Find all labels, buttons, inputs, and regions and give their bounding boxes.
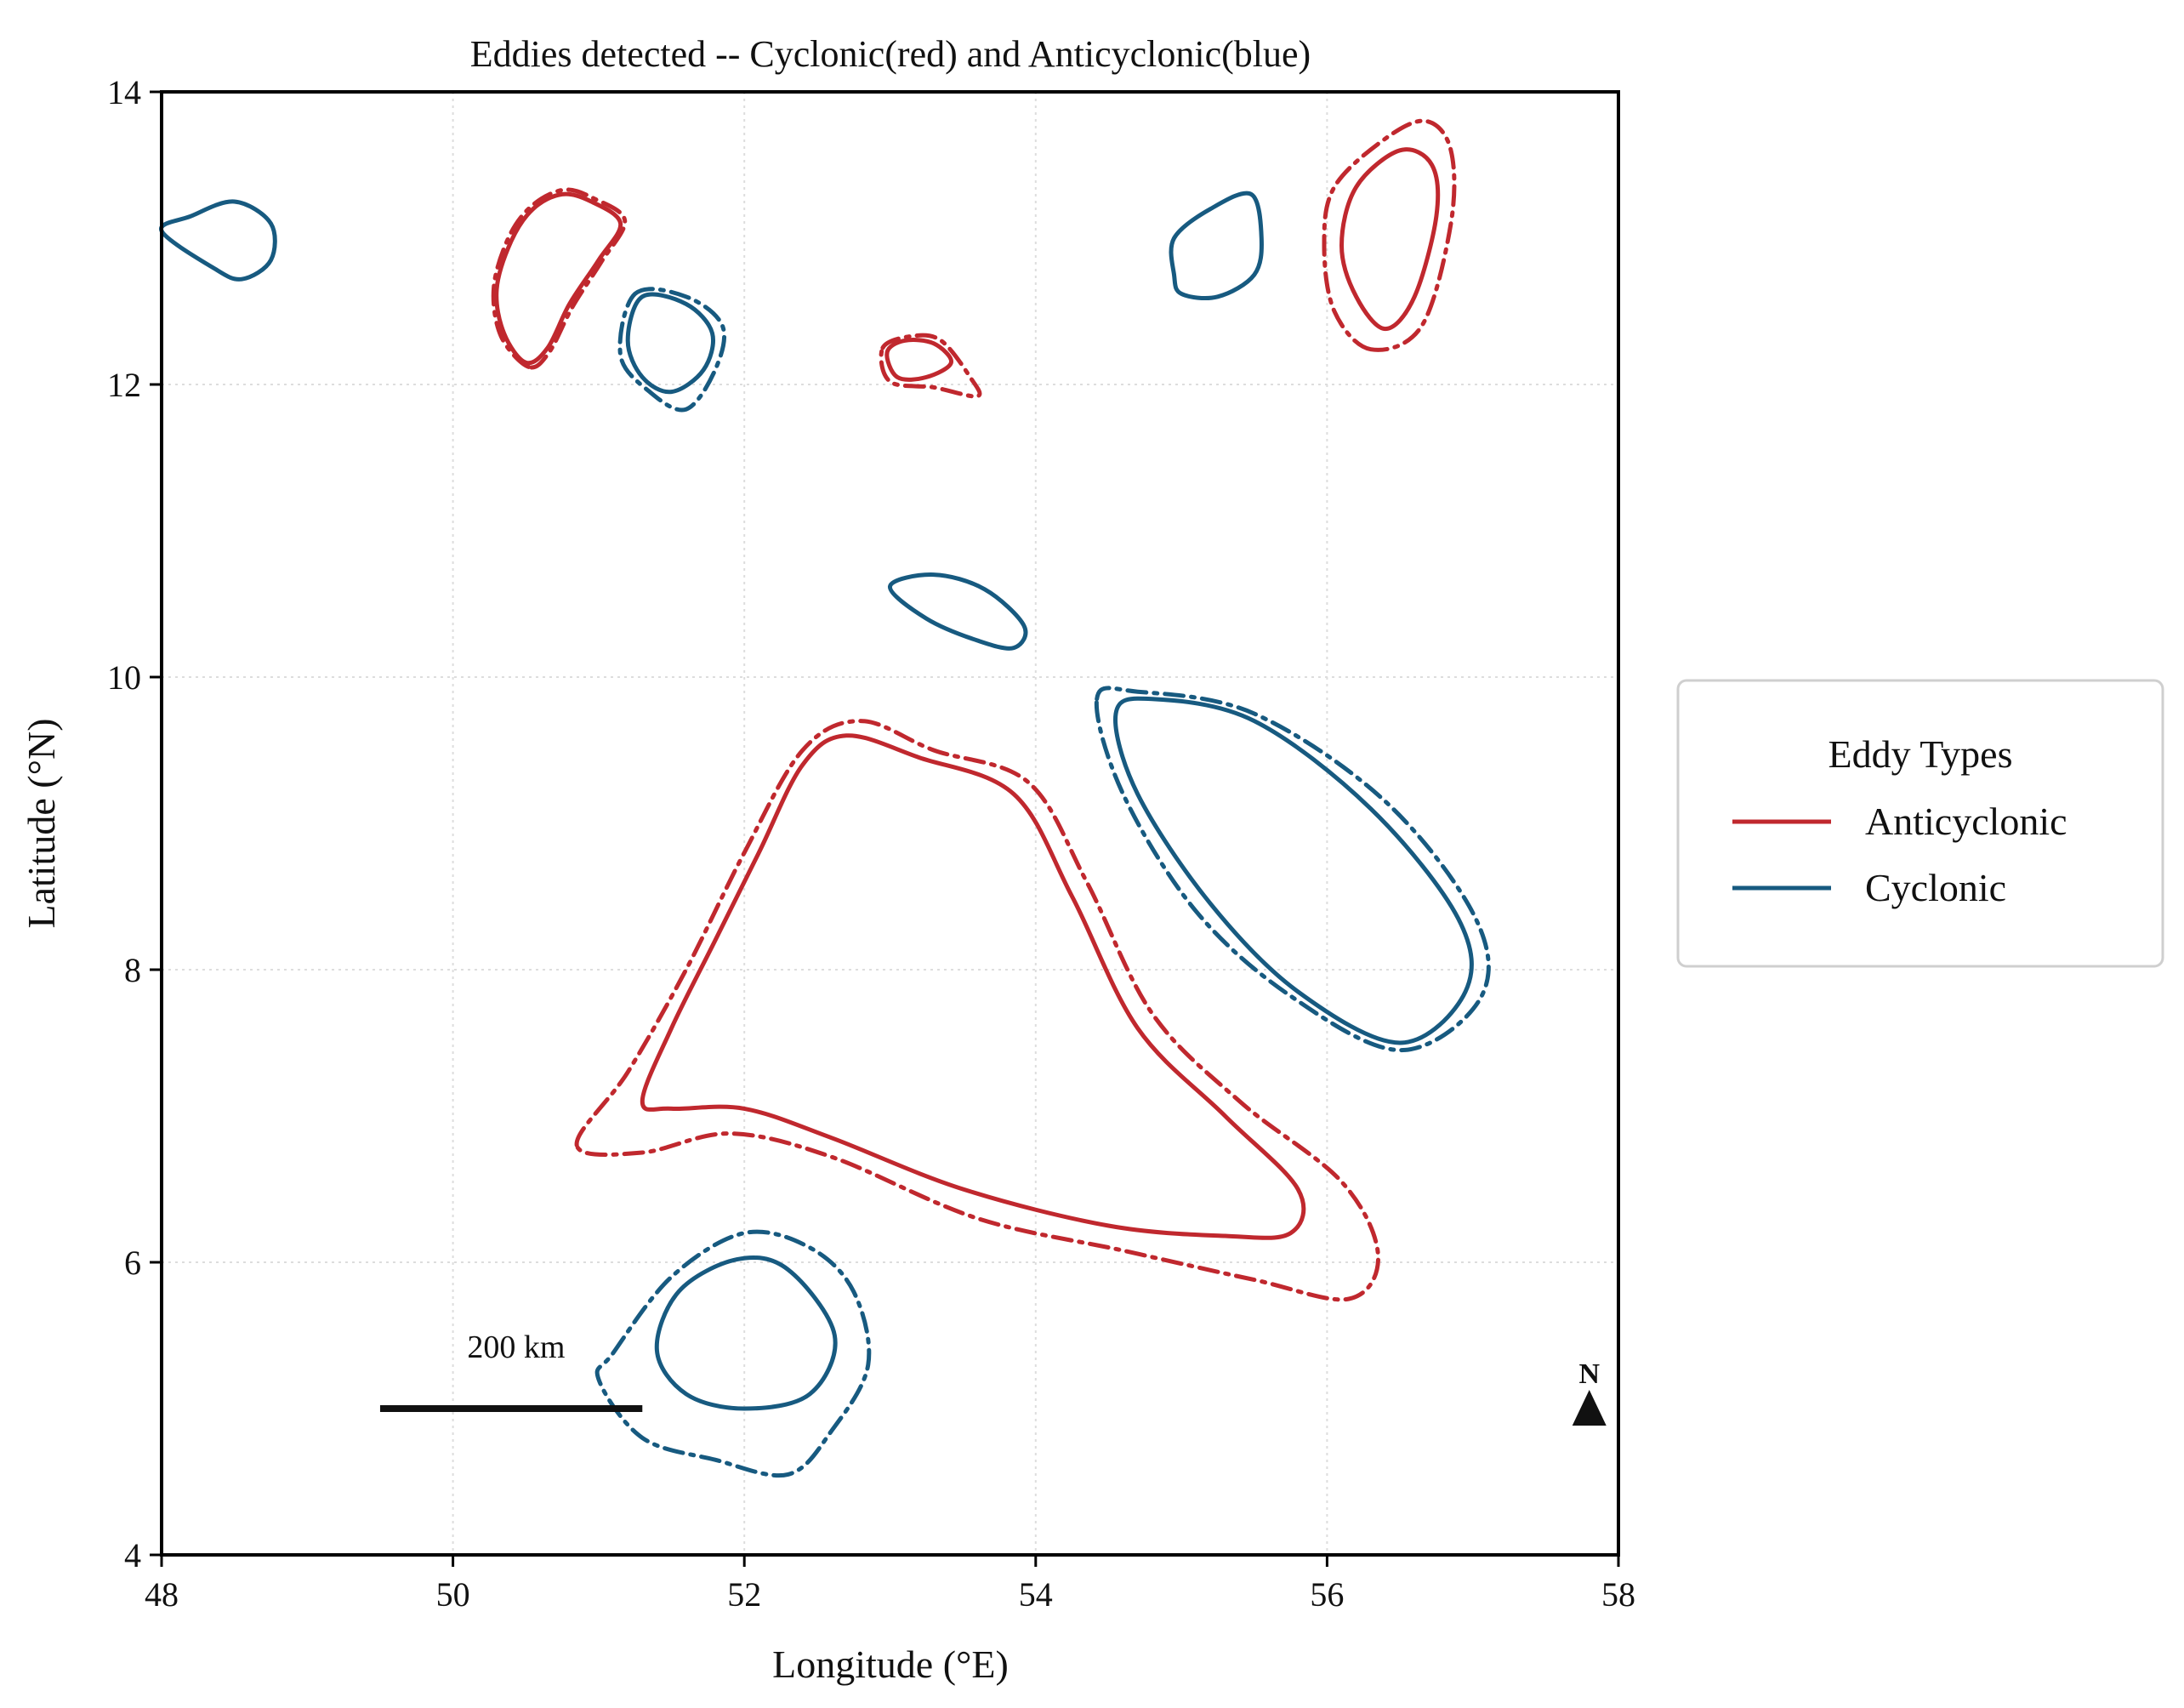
x-tick-label: 52 xyxy=(727,1575,761,1614)
legend-box xyxy=(1676,679,2164,968)
eddy-cyclonic-52-5.5-core xyxy=(654,1255,838,1411)
x-tick-label: 54 xyxy=(1019,1575,1053,1614)
y-tick-label: 8 xyxy=(124,951,141,989)
eddy-contours xyxy=(159,118,1491,1477)
y-tick-label: 4 xyxy=(124,1536,141,1574)
legend-label-cyclonic: Cyclonic xyxy=(1865,866,2006,909)
y-tick-label: 14 xyxy=(107,73,141,111)
x-axis-label: Longitude (°E) xyxy=(772,1643,1009,1686)
eddy-cyclonic-52-5.5-outer xyxy=(594,1229,872,1477)
eddy-cyclonic-55.7-8.7-outer xyxy=(1094,686,1491,1053)
legend-label-anticyclonic: Anticyclonic xyxy=(1865,800,2067,843)
north-arrow: N xyxy=(1572,1358,1607,1426)
x-tick-label: 58 xyxy=(1601,1575,1635,1614)
y-tick-label: 6 xyxy=(124,1244,141,1282)
eddy-cyclonic-53.4-10.4 xyxy=(888,572,1028,651)
legend: Eddy Types Anticyclonic Cyclonic xyxy=(1676,679,2164,968)
north-arrow-label: N xyxy=(1578,1358,1600,1390)
scale-bar: 200 km xyxy=(379,1329,643,1412)
eddy-anticyclonic-53-8-core xyxy=(640,733,1306,1240)
eddy-cyclonic-55.7-8.7-core xyxy=(1113,696,1474,1045)
north-arrow-icon xyxy=(1572,1390,1607,1426)
x-tick-label: 48 xyxy=(145,1575,179,1614)
eddy-cyclonic-48.5-13 xyxy=(159,199,277,282)
eddy-anticyclonic-56.4-13-core xyxy=(1339,147,1441,332)
axis-ticks: 48 50 52 54 56 58 4 6 8 10 12 14 xyxy=(107,73,1635,1614)
eddy-anticyclonic-53-8-outer xyxy=(574,719,1380,1302)
eddy-anticyclonic-53.1-12.2-outer xyxy=(879,333,982,399)
eddy-anticyclonic-56.4-13-outer xyxy=(1322,118,1457,352)
chart-title: Eddies detected -- Cyclonic(red) and Ant… xyxy=(470,33,1311,75)
plot-frame xyxy=(160,90,1620,1557)
x-tick-label: 56 xyxy=(1310,1575,1344,1614)
y-tick-label: 10 xyxy=(107,658,141,697)
y-axis-label: Latitude (°N) xyxy=(20,718,63,928)
eddy-anticyclonic-50.7-12.8-outer xyxy=(491,187,628,370)
legend-title: Eddy Types xyxy=(1829,732,2013,776)
x-tick-label: 50 xyxy=(436,1575,470,1614)
eddy-cyclonic-51.5-12.3-core xyxy=(625,292,715,395)
eddy-anticyclonic-53.1-12.2-core xyxy=(884,338,953,382)
eddy-cyclonic-55.3-12.9 xyxy=(1169,191,1264,300)
scale-bar-label: 200 km xyxy=(467,1329,565,1365)
eddy-cyclonic-51.5-12.3-outer xyxy=(617,287,727,413)
eddy-anticyclonic-50.7-12.8-core xyxy=(494,191,623,366)
y-tick-label: 12 xyxy=(107,366,141,404)
